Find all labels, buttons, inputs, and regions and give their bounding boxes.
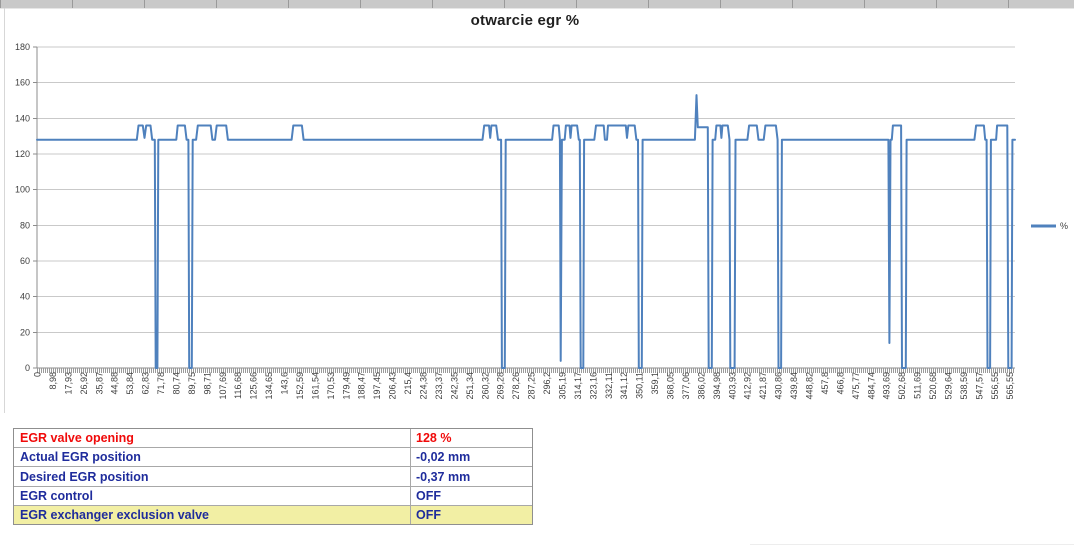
table-row: Actual EGR position -0,02 mm (14, 448, 532, 468)
x-tick-label: 260,32 (480, 372, 490, 400)
x-tick-label: 116,68 (233, 372, 243, 399)
chart-title: otwarcie egr % (470, 12, 580, 29)
x-tick-label: 0 (33, 372, 43, 377)
worksheet-gridline (4, 8, 5, 413)
x-tick-label: 242,35 (449, 372, 459, 400)
x-tick-label: 17,93 (63, 372, 73, 395)
x-tick-label: 107,69 (218, 372, 228, 400)
x-tick-label: 448,82 (805, 372, 815, 400)
table-value-cell[interactable]: 128 % (416, 431, 452, 446)
x-tick-label: 206,43 (388, 372, 398, 400)
legend-label: % (1060, 221, 1068, 231)
table-value-cell[interactable]: -0,37 mm (416, 469, 471, 484)
x-tick-label: 89,75 (187, 372, 197, 395)
x-tick-label: 53,84 (125, 372, 135, 395)
x-tick-label: 98,71 (202, 372, 212, 395)
x-tick-label: 143,6 (280, 372, 290, 395)
x-tick-label: 350,11 (635, 372, 645, 399)
x-tick-label: 439,84 (789, 372, 799, 400)
table-label-cell[interactable]: EGR control (14, 486, 411, 505)
y-tick-label: 40 (20, 292, 30, 302)
table-label-cell[interactable]: Desired EGR position (14, 467, 411, 486)
table-label-cell[interactable]: EGR exchanger exclusion valve (14, 505, 411, 525)
y-tick-label: 20 (20, 327, 30, 337)
x-tick-label: 44,88 (110, 372, 120, 395)
x-tick-label: 62,83 (141, 372, 151, 395)
x-tick-label: 332,11 (604, 372, 614, 399)
x-tick-label: 152,59 (295, 372, 305, 400)
x-tick-label: 35,87 (94, 372, 104, 395)
x-tick-label: 565,55 (1005, 372, 1015, 400)
x-tick-label: 8,98 (48, 372, 58, 390)
x-tick-label: 368,05 (666, 372, 676, 400)
table-row: Desired EGR position -0,37 mm (14, 467, 532, 487)
chart-canvas: 0 20 40 60 80 100 120 140 160 180 0 8,98 17,93 26,92 3… (15, 42, 1068, 400)
x-tick-label: 314,17 (573, 372, 583, 400)
x-tick-label: 430,86 (774, 372, 784, 400)
x-tick-label: 538,59 (959, 372, 969, 400)
x-tick-label: 359,1 (650, 372, 660, 395)
x-tick-label: 188,47 (357, 372, 367, 400)
y-tick-label: 100 (15, 185, 30, 195)
y-tick-label: 60 (20, 256, 30, 266)
table-row: EGR exchanger exclusion valve OFF (14, 505, 532, 525)
y-tick-label: 0 (25, 363, 30, 373)
x-tick-label: 511,69 (913, 372, 923, 399)
x-tick-label: 412,92 (743, 372, 753, 400)
x-tick-label: 80,74 (172, 372, 182, 395)
x-tick-label: 386,02 (696, 372, 706, 400)
x-tick-label: 278,26 (511, 372, 521, 400)
x-tick-label: 475,77 (851, 372, 861, 400)
table-value-cell[interactable]: -0,02 mm (416, 450, 471, 465)
table-label-cell[interactable]: Actual EGR position (14, 448, 411, 467)
x-tick-label: 197,45 (372, 372, 382, 400)
x-tick-label: 305,19 (558, 372, 568, 400)
series-line (36, 94, 1016, 369)
x-tick-label: 125,66 (249, 372, 259, 400)
table-value-cell[interactable]: OFF (416, 507, 441, 522)
table-row: EGR valve opening 128 % (14, 429, 532, 449)
x-tick-label: 556,55 (990, 372, 1000, 400)
x-tick-label: 215,4 (403, 372, 413, 395)
x-tick-label: 170,53 (326, 372, 336, 400)
x-tick-label: 394,98 (712, 372, 722, 400)
x-tick-label: 493,69 (882, 372, 892, 400)
x-tick-label: 251,34 (465, 372, 475, 400)
x-tick-label: 287,25 (527, 372, 537, 400)
x-tick-label: 484,74 (866, 372, 876, 400)
x-tick-label: 377,06 (681, 372, 691, 400)
x-tick-label: 502,68 (897, 372, 907, 400)
egr-status-table: EGR valve opening 128 % Actual EGR positio… (13, 428, 533, 525)
x-tick-label: 179,49 (341, 372, 351, 400)
x-tick-label: 26,92 (79, 372, 89, 395)
table-row: EGR control OFF (14, 486, 532, 506)
y-tick-label: 160 (15, 78, 30, 88)
x-tick-label: 161,54 (310, 372, 320, 400)
x-tick-label: 134,65 (264, 372, 274, 400)
y-tick-label: 180 (15, 42, 30, 52)
x-tick-label: 323,16 (588, 372, 598, 400)
table-label-cell[interactable]: EGR valve opening (14, 429, 411, 448)
x-tick-label: 233,37 (434, 372, 444, 400)
y-tick-label: 120 (15, 149, 30, 159)
table-value-cell[interactable]: OFF (416, 488, 441, 503)
x-tick-label: 269,28 (496, 372, 506, 400)
x-tick-label: 421,87 (758, 372, 768, 400)
x-tick-label: 296,2 (542, 372, 552, 395)
x-tick-label: 403,93 (727, 372, 737, 400)
x-tick-label: 224,38 (419, 372, 429, 400)
worksheet-row-edge (750, 544, 1074, 545)
x-tick-label: 547,57 (974, 372, 984, 400)
x-tick-label: 71,78 (156, 372, 166, 395)
column-header-strip (0, 0, 1074, 9)
y-tick-label: 80 (20, 220, 30, 230)
y-tick-label: 140 (15, 113, 30, 123)
x-tick-label: 466,8 (835, 372, 845, 395)
x-tick-label: 529,64 (944, 372, 954, 400)
x-tick-label: 341,12 (619, 372, 629, 400)
x-tick-label: 520,68 (928, 372, 938, 400)
x-tick-label: 457,8 (820, 372, 830, 395)
